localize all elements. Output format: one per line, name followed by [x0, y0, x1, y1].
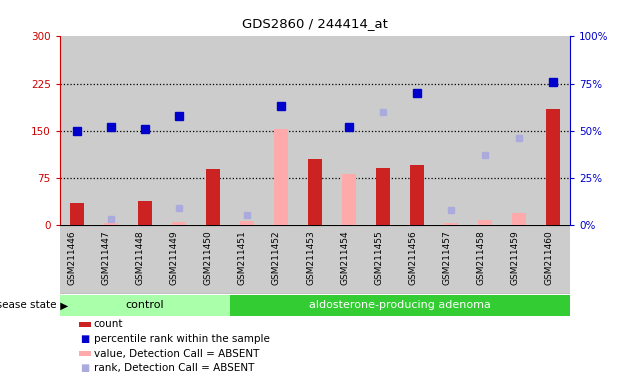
Bar: [308, 159, 322, 225]
Bar: [264, 36, 298, 225]
Bar: [502, 36, 536, 225]
Text: percentile rank within the sample: percentile rank within the sample: [94, 334, 270, 344]
Text: GSM211452: GSM211452: [272, 230, 281, 285]
Bar: [536, 36, 570, 225]
Text: rank, Detection Call = ABSENT: rank, Detection Call = ABSENT: [94, 363, 255, 373]
Bar: [512, 214, 526, 225]
Bar: [206, 169, 220, 225]
Text: GSM211453: GSM211453: [306, 230, 315, 285]
Text: GSM211458: GSM211458: [476, 230, 485, 285]
Bar: [376, 168, 390, 225]
Text: GSM211454: GSM211454: [340, 230, 349, 285]
Bar: [400, 36, 434, 225]
Bar: [274, 129, 288, 225]
Text: GSM211451: GSM211451: [238, 230, 247, 285]
Bar: [434, 36, 468, 225]
Bar: [172, 222, 186, 225]
Bar: [196, 36, 230, 225]
Text: GSM211448: GSM211448: [136, 230, 145, 285]
Text: GSM211460: GSM211460: [544, 230, 553, 285]
Bar: [230, 36, 264, 225]
Bar: [366, 36, 400, 225]
Bar: [60, 36, 94, 225]
Bar: [410, 165, 424, 225]
Text: value, Detection Call = ABSENT: value, Detection Call = ABSENT: [94, 349, 260, 359]
Text: GSM211456: GSM211456: [408, 230, 417, 285]
Bar: [342, 187, 356, 225]
Text: GSM211447: GSM211447: [102, 230, 111, 285]
Text: GSM211449: GSM211449: [170, 230, 179, 285]
Bar: [230, 295, 570, 316]
Bar: [240, 221, 254, 225]
Text: GSM211446: GSM211446: [68, 230, 77, 285]
Text: GDS2860 / 244414_at: GDS2860 / 244414_at: [242, 17, 388, 30]
Bar: [478, 220, 492, 225]
Bar: [60, 295, 230, 316]
Text: GSM211455: GSM211455: [374, 230, 383, 285]
Bar: [342, 174, 356, 225]
Bar: [546, 109, 560, 225]
Bar: [138, 201, 152, 225]
Text: ▶: ▶: [57, 300, 68, 310]
Text: count: count: [94, 319, 123, 329]
Bar: [162, 36, 196, 225]
Bar: [128, 36, 162, 225]
Text: disease state: disease state: [0, 300, 57, 310]
Text: GSM211457: GSM211457: [442, 230, 451, 285]
Text: ■: ■: [80, 363, 89, 373]
Bar: [70, 203, 84, 225]
Bar: [332, 36, 366, 225]
Text: aldosterone-producing adenoma: aldosterone-producing adenoma: [309, 300, 491, 310]
Bar: [444, 223, 458, 225]
Bar: [298, 36, 332, 225]
Bar: [274, 149, 288, 225]
Text: GSM211459: GSM211459: [510, 230, 519, 285]
Text: control: control: [125, 300, 164, 310]
Bar: [468, 36, 502, 225]
Text: ■: ■: [80, 334, 89, 344]
Bar: [172, 223, 186, 225]
Text: GSM211450: GSM211450: [204, 230, 213, 285]
Bar: [104, 223, 118, 225]
Bar: [94, 36, 128, 225]
